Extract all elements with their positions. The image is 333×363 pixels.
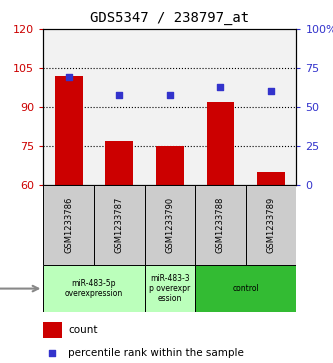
Point xyxy=(66,74,71,80)
Bar xyxy=(246,185,296,265)
Bar xyxy=(195,185,246,265)
Text: control: control xyxy=(232,284,259,293)
Text: GSM1233786: GSM1233786 xyxy=(64,197,73,253)
Bar xyxy=(43,185,94,265)
Bar xyxy=(43,322,62,338)
Bar xyxy=(43,265,145,312)
Bar xyxy=(257,172,285,185)
Point xyxy=(268,89,274,94)
Point xyxy=(218,84,223,90)
Bar xyxy=(206,102,234,185)
Text: count: count xyxy=(68,325,98,335)
Text: percentile rank within the sample: percentile rank within the sample xyxy=(68,348,244,358)
Text: GSM1233789: GSM1233789 xyxy=(266,197,276,253)
Text: GSM1233787: GSM1233787 xyxy=(115,197,124,253)
Title: GDS5347 / 238797_at: GDS5347 / 238797_at xyxy=(90,11,249,25)
Point xyxy=(49,350,54,356)
Bar xyxy=(195,265,296,312)
Text: GSM1233790: GSM1233790 xyxy=(165,197,174,253)
Bar xyxy=(145,265,195,312)
Point xyxy=(167,92,172,98)
Point xyxy=(117,92,122,98)
Text: miR-483-5p
overexpression: miR-483-5p overexpression xyxy=(65,279,123,298)
Text: miR-483-3
p overexpr
ession: miR-483-3 p overexpr ession xyxy=(149,274,190,303)
Bar xyxy=(55,76,83,185)
Text: GSM1233788: GSM1233788 xyxy=(216,197,225,253)
Bar xyxy=(156,146,184,185)
Bar xyxy=(145,185,195,265)
Bar xyxy=(105,141,133,185)
Bar xyxy=(94,185,145,265)
